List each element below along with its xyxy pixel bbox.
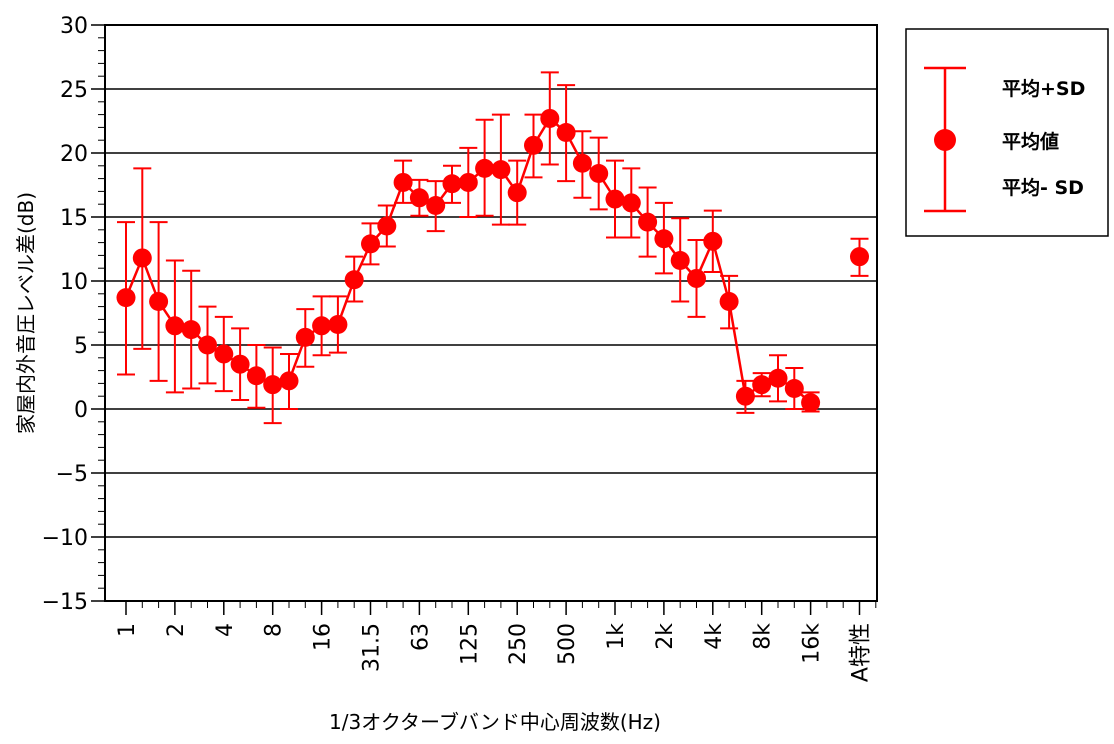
mean-point <box>687 268 706 288</box>
mean-point <box>540 108 560 128</box>
mean-point <box>556 123 576 143</box>
mean-point <box>458 172 478 192</box>
x-tick-label: 8k <box>751 623 776 650</box>
mean-point <box>752 375 772 395</box>
legend-marker <box>934 129 956 151</box>
y-tick-label: −15 <box>42 590 88 615</box>
x-tick-label: 2k <box>653 623 678 650</box>
mean-point <box>784 379 804 399</box>
mean-point <box>638 212 658 232</box>
x-axis-ticks: 1 2 4 8 16 31.5 63 125 250 500 1k 2k 4k 8k 16k A特性 <box>115 601 877 682</box>
x-tick-label: 63 <box>408 623 433 651</box>
x-tick-label: 4 <box>213 623 238 637</box>
x-tick-label: 8 <box>262 623 287 637</box>
x-tick-label: 31.5 <box>360 623 385 672</box>
y-tick-label: −5 <box>56 462 88 487</box>
mean-point <box>181 320 201 340</box>
mean-point <box>670 251 690 271</box>
mean-point <box>165 316 185 336</box>
mean-point <box>198 335 217 355</box>
y-tick-label: 20 <box>60 142 88 167</box>
mean-point <box>230 354 250 374</box>
mean-point <box>263 375 283 395</box>
y-tick-label: 0 <box>74 398 88 423</box>
mean-point <box>279 371 299 391</box>
legend-label-mean-minus-sd: 平均- SD <box>1002 176 1084 199</box>
x-tick-label: 250 <box>506 623 531 665</box>
x-tick-label: 500 <box>555 623 580 665</box>
mean-point <box>361 234 380 254</box>
mean-point <box>768 368 788 388</box>
x-tick-label: 1 <box>115 623 140 637</box>
mean-point <box>295 327 315 347</box>
y-tick-label: 5 <box>74 334 88 359</box>
plot-area <box>104 24 878 602</box>
legend-label-mean-plus-sd: 平均+SD <box>1002 77 1085 100</box>
mean-point <box>703 231 723 251</box>
mean-point <box>149 291 169 311</box>
x-tick-label: 1k <box>604 623 629 650</box>
mean-point <box>572 153 592 173</box>
mean-point <box>801 393 821 413</box>
mean-point <box>116 288 136 308</box>
mean-point <box>654 229 674 249</box>
y-axis-ticks: 30 25 20 15 10 5 0 −5 −10 −15 <box>42 14 105 615</box>
mean-point <box>344 270 364 290</box>
y-tick-label: 30 <box>60 14 88 39</box>
y-tick-label: 25 <box>60 78 88 103</box>
x-tick-label: 16 <box>311 623 336 651</box>
y-axis-title: 家屋内外音圧レベル差(dB) <box>14 192 38 434</box>
x-axis-title: 1/3オクターブバンド中心周波数(Hz) <box>329 710 661 734</box>
x-tick-label: A特性 <box>849 623 874 682</box>
y-tick-label: 15 <box>60 206 88 231</box>
mean-point <box>491 160 511 180</box>
mean-point <box>735 386 755 406</box>
mean-point <box>312 316 332 336</box>
series-layer <box>116 71 869 425</box>
mean-point <box>621 193 641 213</box>
mean-point <box>393 172 413 192</box>
mean-point <box>132 248 152 268</box>
x-tick-label: 125 <box>457 623 482 665</box>
x-tick-label: 16k <box>800 623 825 664</box>
mean-point <box>507 183 527 203</box>
mean-point <box>719 291 739 311</box>
legend: 平均+SD 平均値 平均- SD <box>905 28 1109 237</box>
mean-point <box>524 135 543 155</box>
mean-point <box>328 315 348 335</box>
mean-point <box>214 344 234 364</box>
mean-point <box>426 195 446 215</box>
mean-point <box>409 188 429 208</box>
mean-point <box>442 174 462 194</box>
y-tick-label: −10 <box>42 526 88 551</box>
gridlines <box>105 88 877 538</box>
legend-label-mean: 平均値 <box>1002 130 1059 153</box>
mean-point <box>589 163 609 183</box>
x-tick-label: 2 <box>164 623 189 637</box>
mean-point <box>475 158 495 178</box>
mean-point <box>246 366 266 386</box>
mean-point <box>605 189 625 209</box>
y-tick-label: 10 <box>60 270 88 295</box>
x-tick-label: 4k <box>702 623 727 650</box>
a-weighted-point <box>850 247 869 267</box>
mean-point <box>377 216 397 236</box>
